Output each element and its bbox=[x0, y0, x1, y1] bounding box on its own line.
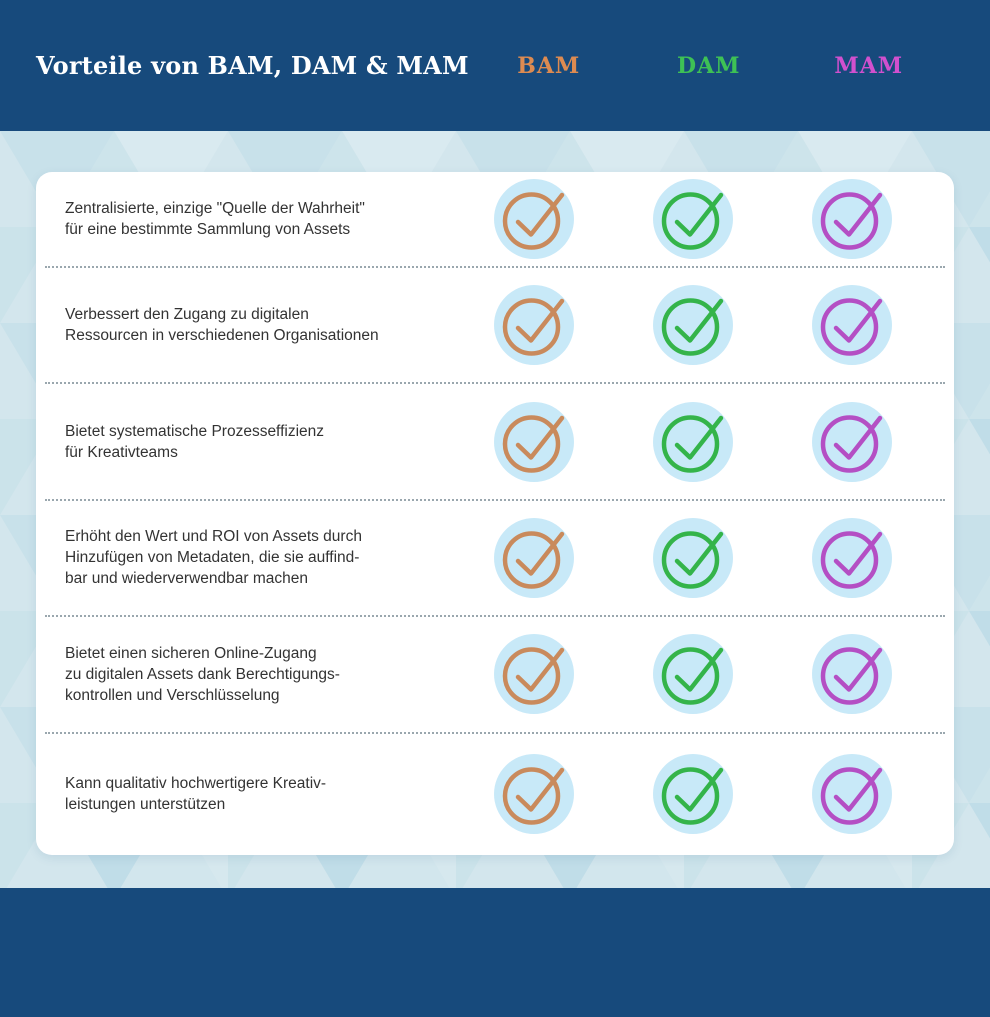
benefit-row: Erhöht den Wert und ROI von Assets durch… bbox=[45, 501, 945, 618]
benefit-row: Kann qualitativ hochwertigere Kreativ- l… bbox=[45, 734, 945, 855]
check-cell-mam bbox=[772, 178, 931, 259]
footer-bar bbox=[0, 888, 990, 1017]
benefit-row: Verbessert den Zugang zu digitalen Resso… bbox=[45, 268, 945, 385]
check-icon-mam bbox=[811, 178, 892, 259]
check-cell-dam bbox=[613, 517, 772, 598]
check-icon-bam bbox=[493, 517, 574, 598]
check-cell-mam bbox=[772, 401, 931, 482]
check-cell-mam bbox=[772, 754, 931, 835]
benefit-row: Bietet systematische Prozesseffizienz fü… bbox=[45, 384, 945, 501]
benefit-text: Zentralisierte, einzige "Quelle der Wahr… bbox=[65, 199, 365, 238]
check-cell-dam bbox=[613, 401, 772, 482]
benefit-text: Bietet einen sicheren Online-Zugang zu d… bbox=[65, 644, 340, 704]
benefit-row: Zentralisierte, einzige "Quelle der Wahr… bbox=[45, 172, 945, 268]
check-cell-dam bbox=[613, 178, 772, 259]
check-icon-mam bbox=[811, 285, 892, 366]
check-cell-mam bbox=[772, 634, 931, 715]
check-icon-dam bbox=[652, 754, 733, 835]
column-headers: BAM DAM MAM bbox=[469, 53, 949, 79]
column-header-dam: DAM bbox=[677, 52, 741, 79]
benefit-text: Kann qualitativ hochwertigere Kreativ- l… bbox=[65, 775, 327, 814]
check-cell-bam bbox=[454, 634, 613, 715]
check-icon-dam bbox=[652, 401, 733, 482]
check-icon-dam bbox=[652, 285, 733, 366]
check-cell-bam bbox=[454, 401, 613, 482]
check-icon-bam bbox=[493, 634, 574, 715]
check-icon-mam bbox=[811, 634, 892, 715]
benefit-text: Erhöht den Wert und ROI von Assets durch… bbox=[65, 528, 362, 588]
check-icon-dam bbox=[652, 634, 733, 715]
check-cell-mam bbox=[772, 285, 931, 366]
check-cell-bam bbox=[454, 754, 613, 835]
check-icon-bam bbox=[493, 401, 574, 482]
check-cell-dam bbox=[613, 754, 772, 835]
check-icon-bam bbox=[493, 285, 574, 366]
check-cell-dam bbox=[613, 285, 772, 366]
check-icon-dam bbox=[652, 178, 733, 259]
check-icon-mam bbox=[811, 754, 892, 835]
check-icon-dam bbox=[652, 517, 733, 598]
check-cell-dam bbox=[613, 634, 772, 715]
check-cell-bam bbox=[454, 178, 613, 259]
benefits-card: Zentralisierte, einzige "Quelle der Wahr… bbox=[36, 172, 954, 855]
check-icon-bam bbox=[493, 754, 574, 835]
check-cell-bam bbox=[454, 285, 613, 366]
column-header-mam: MAM bbox=[834, 52, 904, 79]
page-title: Vorteile von BAM, DAM & MAM bbox=[36, 51, 469, 80]
benefit-text: Bietet systematische Prozesseffizienz fü… bbox=[65, 422, 325, 461]
content-area: Zentralisierte, einzige "Quelle der Wahr… bbox=[0, 131, 990, 888]
check-cell-bam bbox=[454, 517, 613, 598]
column-header-bam: BAM bbox=[517, 52, 581, 79]
benefit-text: Verbessert den Zugang zu digitalen Resso… bbox=[65, 306, 379, 345]
check-icon-mam bbox=[811, 517, 892, 598]
benefit-row: Bietet einen sicheren Online-Zugang zu d… bbox=[45, 617, 945, 734]
check-icon-mam bbox=[811, 401, 892, 482]
check-cell-mam bbox=[772, 517, 931, 598]
header-bar: Vorteile von BAM, DAM & MAM BAM DAM MAM bbox=[0, 0, 990, 131]
check-icon-bam bbox=[493, 178, 574, 259]
